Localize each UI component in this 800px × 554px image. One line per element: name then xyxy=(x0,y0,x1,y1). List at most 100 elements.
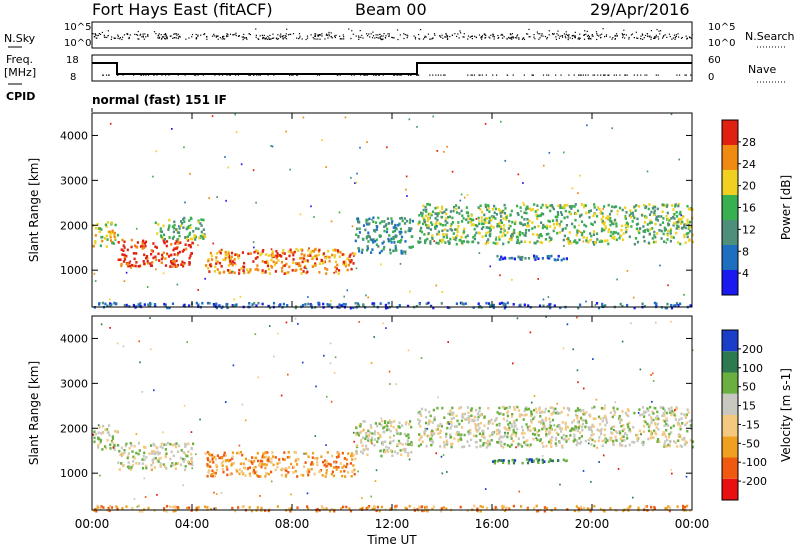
echo-cell xyxy=(506,301,509,305)
echo-cell xyxy=(325,471,328,475)
noise-cell xyxy=(613,429,615,431)
nave-dot xyxy=(467,74,469,76)
echo-cell xyxy=(415,305,419,308)
echo-cell xyxy=(502,227,505,231)
nsky-dot xyxy=(242,36,245,38)
echo-cell xyxy=(609,219,612,223)
nsky-dot xyxy=(432,37,434,39)
nsky-dot xyxy=(265,37,268,39)
echo-cell xyxy=(290,462,293,466)
noise-cell xyxy=(542,298,545,301)
echo-cell xyxy=(120,262,123,266)
nsky-dot xyxy=(217,38,219,40)
echo-cell xyxy=(621,410,624,413)
nsky-dot xyxy=(614,34,616,37)
echo-cell xyxy=(153,450,156,453)
echo-cell xyxy=(385,428,389,432)
nsky-dot xyxy=(474,35,476,37)
nsky-dot xyxy=(649,35,651,37)
echo-cell xyxy=(516,212,519,215)
echo-cell xyxy=(552,229,555,233)
echo-cell xyxy=(171,505,175,509)
nsky-dot xyxy=(145,36,147,38)
echo-cell xyxy=(545,444,548,448)
echo-cell xyxy=(445,236,449,239)
noise-cell xyxy=(547,296,550,298)
echo-cell xyxy=(573,212,577,215)
echo-cell xyxy=(574,218,577,222)
echo-cell xyxy=(687,411,690,414)
echo-cell xyxy=(407,304,410,308)
echo-cell xyxy=(506,231,509,234)
echo-cell xyxy=(241,505,244,509)
nsky-dot xyxy=(381,38,383,41)
noise-cell xyxy=(346,289,349,292)
echo-cell xyxy=(518,233,522,237)
echo-cell xyxy=(359,507,362,511)
echo-cell xyxy=(548,239,551,243)
nsky-dot xyxy=(557,34,559,36)
echo-cell xyxy=(128,261,131,265)
echo-cell xyxy=(223,270,226,274)
echo-cell xyxy=(554,438,558,442)
echo-cell xyxy=(332,474,336,478)
echo-cell xyxy=(335,465,338,469)
strip-decor xyxy=(8,21,785,112)
echo-cell xyxy=(439,210,442,214)
noise-cell xyxy=(495,441,498,443)
noise-cell xyxy=(371,442,373,445)
noise-cell xyxy=(135,433,138,435)
echo-region xyxy=(92,424,120,451)
echo-cell xyxy=(505,428,508,431)
echo-cell xyxy=(449,224,452,228)
echo-cell xyxy=(568,407,571,411)
echo-cell xyxy=(123,256,126,259)
echo-cell xyxy=(604,416,607,420)
nsky-dot xyxy=(292,33,295,35)
nsky-dot xyxy=(232,34,234,36)
echo-cell xyxy=(366,245,369,248)
echo-cell xyxy=(173,220,176,224)
echo-cell xyxy=(612,406,615,410)
echo-cell xyxy=(369,431,372,434)
nsky-dot xyxy=(546,36,548,39)
echo-cell xyxy=(171,302,175,305)
echo-cell xyxy=(452,416,455,420)
echo-cell xyxy=(629,212,633,215)
echo-cell xyxy=(366,453,369,457)
echo-cell xyxy=(388,419,391,422)
echo-cell xyxy=(420,435,423,438)
nsky-dot xyxy=(604,35,606,38)
noise-cell xyxy=(186,341,189,344)
echo-cell xyxy=(501,405,504,409)
nsky-dot xyxy=(238,35,240,37)
nsky-dot xyxy=(605,35,608,37)
echo-cell xyxy=(589,415,592,418)
echo-cell xyxy=(131,506,134,510)
echo-cell xyxy=(553,226,556,230)
echo-cell xyxy=(334,260,338,264)
echo-cell xyxy=(483,436,486,440)
echo-cell xyxy=(236,470,239,473)
nsky-dot xyxy=(298,33,301,35)
echo-cell xyxy=(339,470,342,473)
y-tick-label: 2000 xyxy=(60,422,88,435)
echo-cell xyxy=(550,459,553,462)
echo-cell xyxy=(209,460,212,464)
echo-cell xyxy=(493,459,496,463)
echo-cell xyxy=(344,475,347,478)
nsky-dot xyxy=(481,35,484,37)
nsky-dot xyxy=(555,38,558,40)
nave-dot xyxy=(437,74,440,76)
echo-cell xyxy=(488,226,491,230)
echo-cell xyxy=(597,439,600,443)
nsky-dot xyxy=(328,31,330,34)
echo-cell xyxy=(655,302,658,305)
echo-cell xyxy=(687,207,690,211)
noise-cell xyxy=(94,280,97,282)
nsky-dot xyxy=(297,38,300,40)
echo-cell xyxy=(342,505,345,509)
echo-cell xyxy=(157,460,160,463)
nsky-dot xyxy=(262,36,264,38)
noise-cell xyxy=(287,373,289,376)
